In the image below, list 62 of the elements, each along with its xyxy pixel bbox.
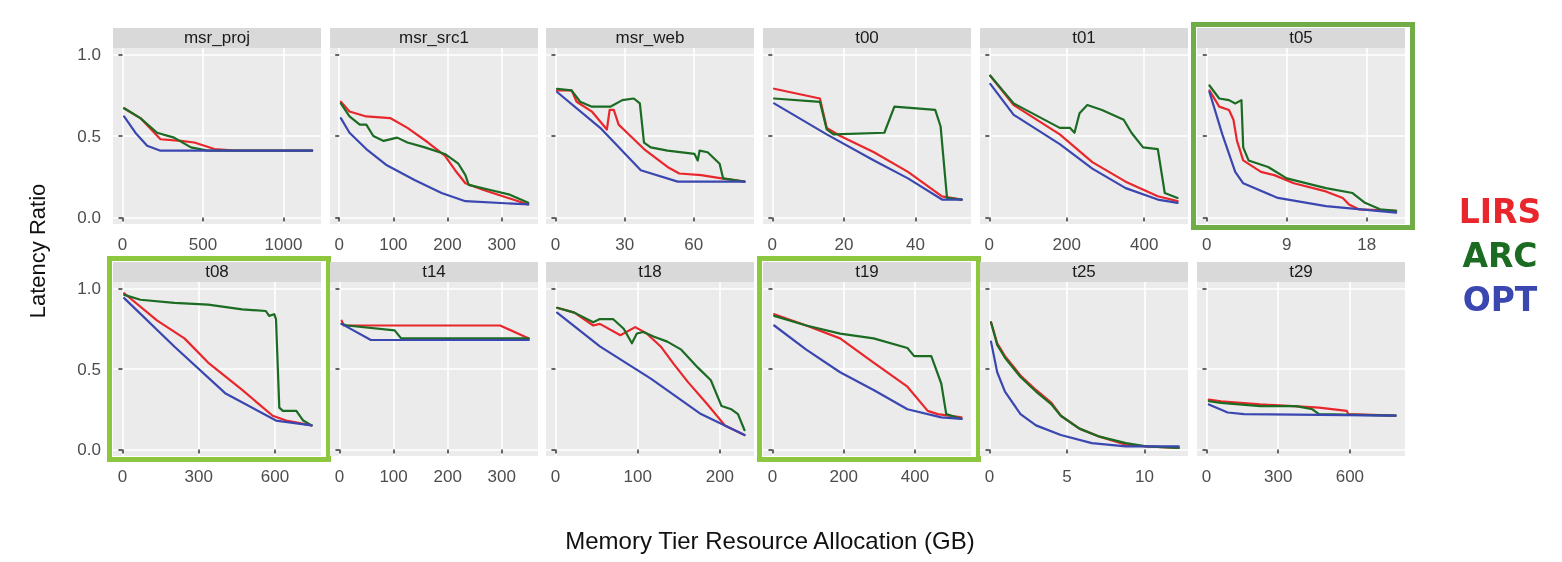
chart-title: t29 <box>1197 262 1405 282</box>
x-tick-label: 400 <box>1130 235 1159 254</box>
chart-title: t19 <box>763 262 971 282</box>
x-tick-label: 200 <box>433 467 462 486</box>
y-tick-label: 1.0 <box>77 278 101 298</box>
x-tick-label: 10 <box>1135 467 1155 486</box>
x-tick-label: 100 <box>379 467 408 486</box>
x-tick-label: 0 <box>1202 235 1212 254</box>
x-tick-label: 60 <box>684 235 704 254</box>
x-tick-label: 0 <box>117 235 128 254</box>
chart-title: msr_web <box>546 28 754 48</box>
x-tick-label: 600 <box>1335 467 1365 486</box>
y-axis-title: Latency Ratio <box>25 182 51 321</box>
x-tick-label: 0 <box>334 235 344 254</box>
x-tick-label: 0 <box>767 235 778 254</box>
x-tick-label: 0 <box>984 467 995 486</box>
x-tick-label: 0 <box>550 467 561 486</box>
chart-title: t01 <box>980 28 1188 48</box>
y-tick-label: 0.0 <box>77 207 101 227</box>
series-label: LIRS <box>1457 191 1543 233</box>
x-tick-label: 30 <box>615 235 635 254</box>
x-tick-label: 200 <box>829 467 858 486</box>
x-tick-label: 400 <box>900 467 930 486</box>
y-tick-label: 0.0 <box>77 440 101 460</box>
chart-title: t08 <box>113 262 321 282</box>
x-tick-label: 1000 <box>264 235 303 254</box>
text: ARC <box>1461 235 1539 277</box>
x-tick-label: 300 <box>184 467 213 486</box>
x-tick-label: 20 <box>834 235 854 254</box>
x-tick-label: 600 <box>260 467 290 486</box>
x-tick-label: 18 <box>1357 235 1377 254</box>
chart-title: t25 <box>980 262 1188 282</box>
chart-title: t00 <box>763 28 971 48</box>
chart-title: t05 <box>1197 28 1405 48</box>
x-tick-label: 200 <box>1052 235 1081 254</box>
x-tick-label: 0 <box>984 235 995 254</box>
y-tick-label: 0.5 <box>77 359 101 379</box>
chart-title: t14 <box>330 262 538 282</box>
y-tick-label: 1.0 <box>77 45 101 65</box>
x-tick-label: 0 <box>767 467 778 486</box>
x-tick-label: 500 <box>188 235 218 254</box>
chart-title: msr_src1 <box>330 28 538 48</box>
x-tick-label: 9 <box>1282 235 1292 254</box>
x-tick-label: 100 <box>379 235 408 254</box>
x-tick-label: 300 <box>487 235 516 254</box>
x-tick-label: 100 <box>623 467 652 486</box>
x-tick-label: 5 <box>1062 467 1072 486</box>
x-axis-title: Memory Tier Resource Allocation (GB) <box>564 527 976 555</box>
y-tick-label: 0.5 <box>77 126 101 146</box>
x-tick-label: 300 <box>1263 467 1293 486</box>
line-series <box>123 115 314 152</box>
chart-title: t18 <box>546 262 754 282</box>
x-tick-label: 200 <box>433 235 462 254</box>
x-tick-label: 0 <box>117 467 128 486</box>
x-tick-label: 200 <box>705 467 735 486</box>
x-tick-label: 0 <box>334 467 345 486</box>
x-tick-label: 300 <box>487 467 516 486</box>
text: OPT <box>1461 279 1539 321</box>
x-tick-label: 40 <box>906 235 925 254</box>
x-tick-label: 0 <box>550 235 561 254</box>
x-tick-label: 0 <box>1201 467 1212 486</box>
chart-title: msr_proj <box>113 28 321 48</box>
